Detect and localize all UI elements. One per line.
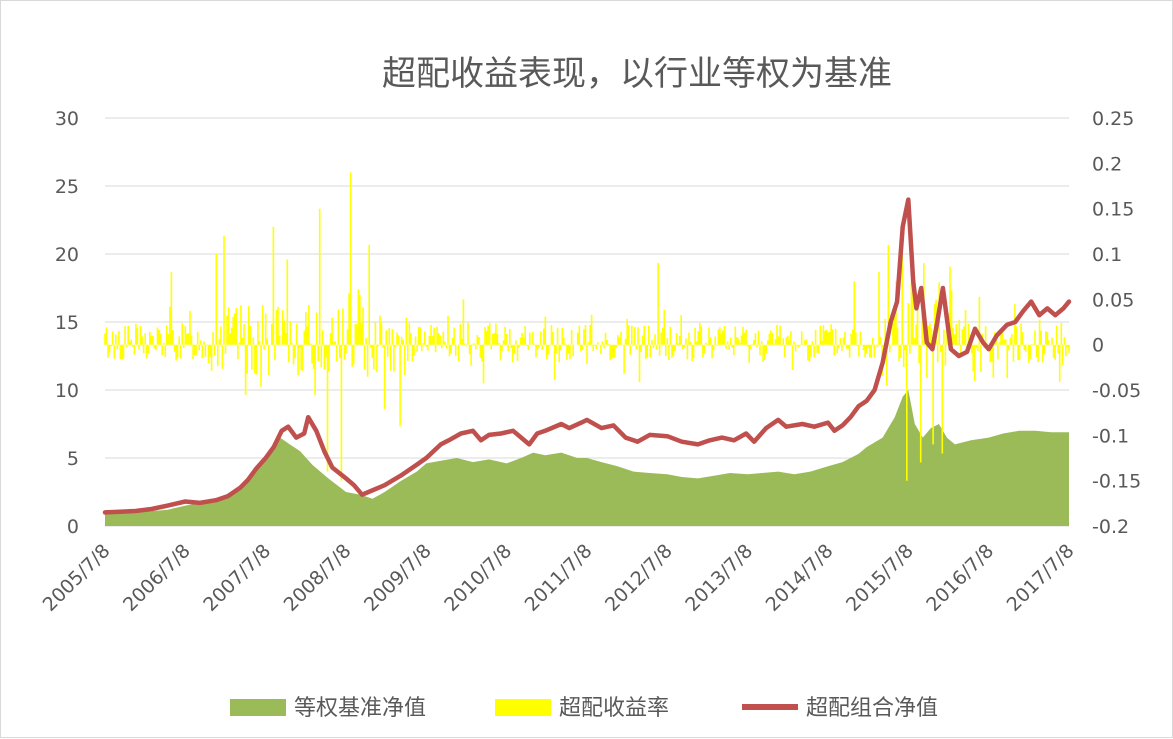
- left-axis-ticks: 0 5 10 15 20 25 30: [55, 108, 79, 538]
- x-tick-label: 2015/7/8: [842, 540, 918, 616]
- x-tick-label: 2016/7/8: [922, 540, 998, 616]
- portfolio-line: [102, 197, 1072, 515]
- benchmark-area-layer: [105, 390, 1069, 526]
- y-right-tick-label: 0: [1092, 335, 1104, 357]
- y-left-tick-label: 20: [55, 244, 79, 266]
- legend-swatch-benchmark: [230, 699, 286, 716]
- y-right-tick-label: -0.1: [1092, 425, 1129, 447]
- x-tick-label: 2010/7/8: [440, 540, 516, 616]
- y-right-tick-label: 0.05: [1092, 289, 1134, 311]
- legend-swatch-excess: [495, 699, 551, 716]
- x-tick-label: 2013/7/8: [681, 540, 757, 616]
- x-tick-label: 2007/7/8: [199, 540, 275, 616]
- y-right-tick-label: 0.15: [1092, 199, 1134, 221]
- y-right-tick-label: 0.2: [1092, 153, 1122, 175]
- excess-return-bars-layer: [104, 172, 1070, 481]
- excess-return-bars: [104, 172, 1070, 481]
- chart-title: 超配收益表现，以行业等权为基准: [382, 54, 892, 94]
- legend-label-benchmark: 等权基准净值: [294, 696, 426, 721]
- y-left-tick-label: 0: [67, 516, 79, 538]
- legend: 等权基准净值 超配收益率 超配组合净值: [230, 696, 938, 721]
- y-right-tick-label: -0.05: [1092, 380, 1141, 402]
- x-tick-label: 2012/7/8: [601, 540, 677, 616]
- benchmark-area: [105, 390, 1069, 526]
- y-right-tick-label: 0.25: [1092, 108, 1134, 130]
- y-left-tick-label: 5: [67, 448, 79, 470]
- x-tick-label: 2008/7/8: [280, 540, 356, 616]
- x-tick-label: 2006/7/8: [119, 540, 195, 616]
- x-axis-ticks: 2005/7/8 2006/7/8 2007/7/8 2008/7/8 2009/7/8…: [39, 540, 1079, 616]
- y-right-tick-label: 0.1: [1092, 244, 1122, 266]
- y-left-tick-label: 10: [55, 380, 79, 402]
- x-tick-label: 2005/7/8: [39, 540, 115, 616]
- legend-label-portfolio: 超配组合净值: [806, 696, 938, 721]
- y-left-tick-label: 25: [55, 176, 79, 198]
- y-right-tick-label: -0.2: [1092, 516, 1129, 538]
- x-tick-label: 2009/7/8: [360, 540, 436, 616]
- portfolio-line-layer: [102, 197, 1072, 515]
- x-tick-label: 2011/7/8: [521, 540, 597, 616]
- y-left-tick-label: 30: [55, 108, 79, 130]
- y-right-tick-label: -0.15: [1092, 471, 1141, 493]
- right-axis-ticks: -0.2 -0.15 -0.1 -0.05 0 0.05 0.1 0.15 0.2 0.25: [1092, 108, 1141, 538]
- legend-label-excess: 超配收益率: [559, 696, 669, 721]
- y-left-tick-label: 15: [55, 312, 79, 334]
- x-tick-label: 2014/7/8: [762, 540, 838, 616]
- x-tick-label: 2017/7/8: [1003, 540, 1079, 616]
